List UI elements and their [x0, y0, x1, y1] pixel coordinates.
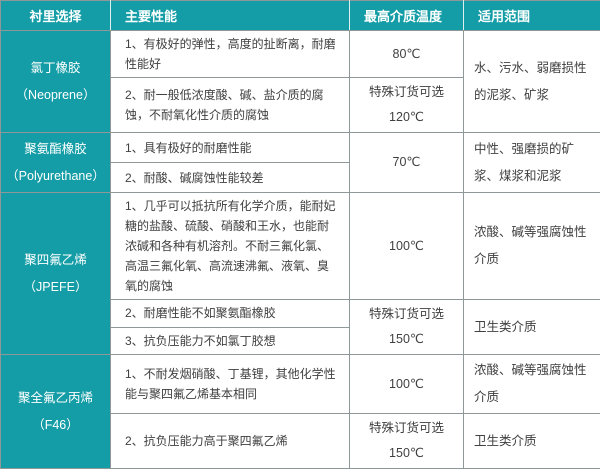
performance-cell: 3、抗负压能力不如氯丁胶想: [111, 327, 350, 355]
lining-name-en: （Neoprene）: [3, 82, 108, 109]
performance-cell: 2、抗负压能力高于聚四氟乙烯: [111, 414, 350, 469]
column-header-performance: 主要性能: [111, 1, 350, 31]
performance-cell: 2、耐一般低浓度酸、碱、盐介质的腐蚀，不耐氧化性介质的腐蚀: [111, 78, 350, 133]
lining-name-cell-neoprene: 氯丁橡胶 （Neoprene）: [1, 31, 111, 133]
lining-name-cell-ptfe: 聚四氟乙烯 （JPEFE）: [1, 193, 111, 355]
application-range-cell: 卫生类介质: [464, 300, 600, 355]
temperature-cell: 特殊订货可选 120℃: [350, 78, 464, 133]
lining-name-en: （JPEFE）: [3, 274, 108, 301]
column-header-max-temperature: 最高介质温度: [350, 1, 464, 31]
table-row: 聚氨酯橡胶 （Polyurethane） 1、具有极好的耐磨性能 70℃ 中性、…: [1, 133, 600, 163]
lining-name-cell-f46: 聚全氟乙丙烯 （F46）: [1, 355, 111, 469]
table-row: 氯丁橡胶 （Neoprene） 1、有极好的弹性，高度的扯断离，耐磨性能好 80…: [1, 31, 600, 78]
temperature-value: 150℃: [354, 441, 459, 466]
application-range-cell: 中性、强磨损的矿浆、煤浆和泥浆: [464, 133, 600, 193]
temperature-cell: 80℃: [350, 31, 464, 78]
performance-cell: 2、耐酸、碱腐蚀性能较差: [111, 163, 350, 193]
lining-name: 聚全氟乙丙烯: [3, 385, 108, 412]
application-range-cell: 水、污水、弱磨损性的泥浆、矿浆: [464, 31, 600, 133]
application-range-cell: 浓酸、碱等强腐蚀性介质: [464, 193, 600, 300]
lining-name: 氯丁橡胶: [3, 55, 108, 82]
temperature-cell: 70℃: [350, 133, 464, 193]
lining-name-cell-polyurethane: 聚氨酯橡胶 （Polyurethane）: [1, 133, 111, 193]
lining-name: 聚氨酯橡胶: [3, 136, 108, 163]
temperature-cell: 100℃: [350, 355, 464, 414]
column-header-application-range: 适用范围: [464, 1, 600, 31]
table-row: 聚全氟乙丙烯 （F46） 1、不耐发烟硝酸、丁基锂，其他化学性能与聚四氟乙烯基本…: [1, 355, 600, 414]
temperature-note: 特殊订货可选: [354, 302, 459, 327]
temperature-note: 特殊订货可选: [354, 80, 459, 105]
temperature-value: 120℃: [354, 105, 459, 130]
lining-selection-table-container: 衬里选择 主要性能 最高介质温度 适用范围 氯丁橡胶 （Neoprene） 1、…: [0, 0, 600, 427]
performance-cell: 2、耐磨性能不如聚氨酯橡胶: [111, 300, 350, 328]
lining-name: 聚四氟乙烯: [3, 247, 108, 274]
application-range-cell: 浓酸、碱等强腐蚀性介质: [464, 355, 600, 414]
lining-name-en: （F46）: [3, 412, 108, 439]
performance-cell: 1、几乎可以抵抗所有化学介质，能耐妃糖的盐酸、硫酸、硝酸和王水，也能耐浓碱和各种…: [111, 193, 350, 300]
temperature-cell: 特殊订货可选 150℃: [350, 414, 464, 469]
lining-name-en: （Polyurethane）: [3, 163, 108, 190]
performance-cell: 1、有极好的弹性，高度的扯断离，耐磨性能好: [111, 31, 350, 78]
table-row: 聚四氟乙烯 （JPEFE） 1、几乎可以抵抗所有化学介质，能耐妃糖的盐酸、硫酸、…: [1, 193, 600, 300]
header-row: 衬里选择 主要性能 最高介质温度 适用范围: [1, 1, 600, 31]
performance-cell: 1、具有极好的耐磨性能: [111, 133, 350, 163]
temperature-note: 特殊订货可选: [354, 416, 459, 441]
temperature-cell: 100℃: [350, 193, 464, 300]
column-header-lining: 衬里选择: [1, 1, 111, 31]
application-range-cell: 卫生类介质: [464, 414, 600, 469]
performance-cell: 1、不耐发烟硝酸、丁基锂，其他化学性能与聚四氟乙烯基本相同: [111, 355, 350, 414]
temperature-value: 150℃: [354, 327, 459, 352]
temperature-cell: 特殊订货可选 150℃: [350, 300, 464, 355]
